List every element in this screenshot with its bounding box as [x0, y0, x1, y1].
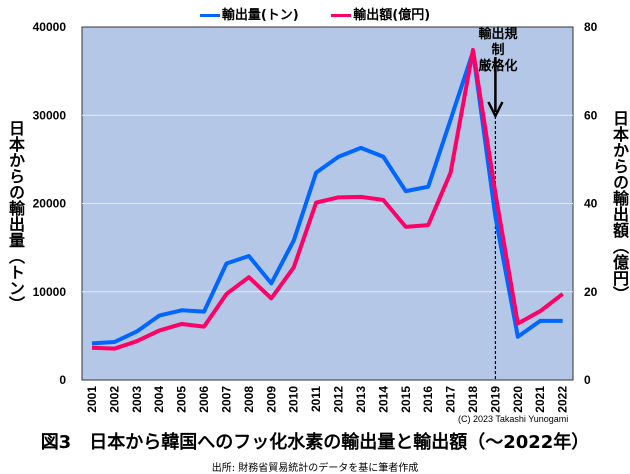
y-right-tick-label: 80 [584, 20, 598, 34]
x-tick-label: 2017 [444, 386, 458, 413]
annotation-line1: 輸出規制 [478, 27, 518, 58]
y-right-tick-label: 40 [584, 197, 598, 211]
legend: 輸出量(トン) 輸出額(億円) [0, 4, 630, 23]
annotation-arrow-head [487, 101, 504, 119]
x-tick-label: 2011 [309, 386, 323, 412]
x-tick-label: 2003 [130, 386, 144, 413]
legend-swatch-volume [199, 14, 220, 17]
annotation-label: 輸出規制 厳格化 [474, 27, 522, 75]
legend-label-volume: 輸出量(トン) [221, 8, 299, 23]
x-tick-label: 2005 [175, 386, 189, 413]
series-line-value [91, 47, 564, 351]
x-tick-label: 2010 [287, 386, 301, 413]
x-tick-label: 2004 [152, 386, 166, 413]
y-axis-left-label: 日本からの輸出量（トン） [6, 120, 25, 312]
x-tick-label: 2019 [488, 386, 502, 413]
x-tick-label: 2014 [376, 386, 390, 413]
x-tick-label: 2008 [242, 386, 256, 413]
x-tick-label: 2006 [197, 386, 211, 413]
x-tick-label: 2020 [511, 386, 525, 413]
y-axis-right-label: 日本からの輸出額（億円） [610, 110, 629, 302]
x-tick-label: 2009 [264, 386, 278, 413]
legend-item-value: 輸出額(億円) [331, 4, 430, 23]
legend-item-volume: 輸出量(トン) [199, 4, 299, 23]
y-left-tick-label: 10000 [33, 285, 67, 299]
y-right-tick-label: 60 [584, 108, 598, 122]
y-left-tick-label: 20000 [33, 197, 67, 211]
copyright: (C) 2023 Takashi Yunogami [458, 414, 569, 424]
x-tick-label: 2021 [533, 386, 547, 413]
x-tick-label: 2022 [556, 386, 570, 413]
x-tick-label: 2001 [85, 386, 99, 413]
x-tick-label: 2018 [466, 386, 480, 413]
x-tick-label: 2016 [421, 386, 435, 413]
y-right-tick-label: 20 [584, 285, 598, 299]
x-tick-label: 2015 [399, 386, 413, 413]
chart-title: 図3 日本から韓国へのフッ化水素の輸出量と輸出額（～2022年） [40, 432, 590, 453]
x-tick-label: 2012 [332, 386, 346, 413]
annotation-line2: 厳格化 [478, 59, 518, 74]
x-tick-label: 2013 [354, 386, 368, 413]
legend-swatch-value [331, 14, 352, 17]
chart-source: 出所: 財務省貿易統計のデータを基に筆者作成 [211, 463, 419, 474]
legend-label-value: 輸出額(億円) [353, 8, 431, 23]
x-tick-label: 2007 [219, 386, 233, 413]
y-right-tick-label: 0 [584, 373, 591, 387]
y-left-tick-label: 30000 [33, 108, 67, 122]
y-left-tick-label: 40000 [33, 20, 67, 34]
x-tick-label: 2002 [107, 386, 121, 413]
y-left-tick-label: 0 [59, 373, 66, 387]
